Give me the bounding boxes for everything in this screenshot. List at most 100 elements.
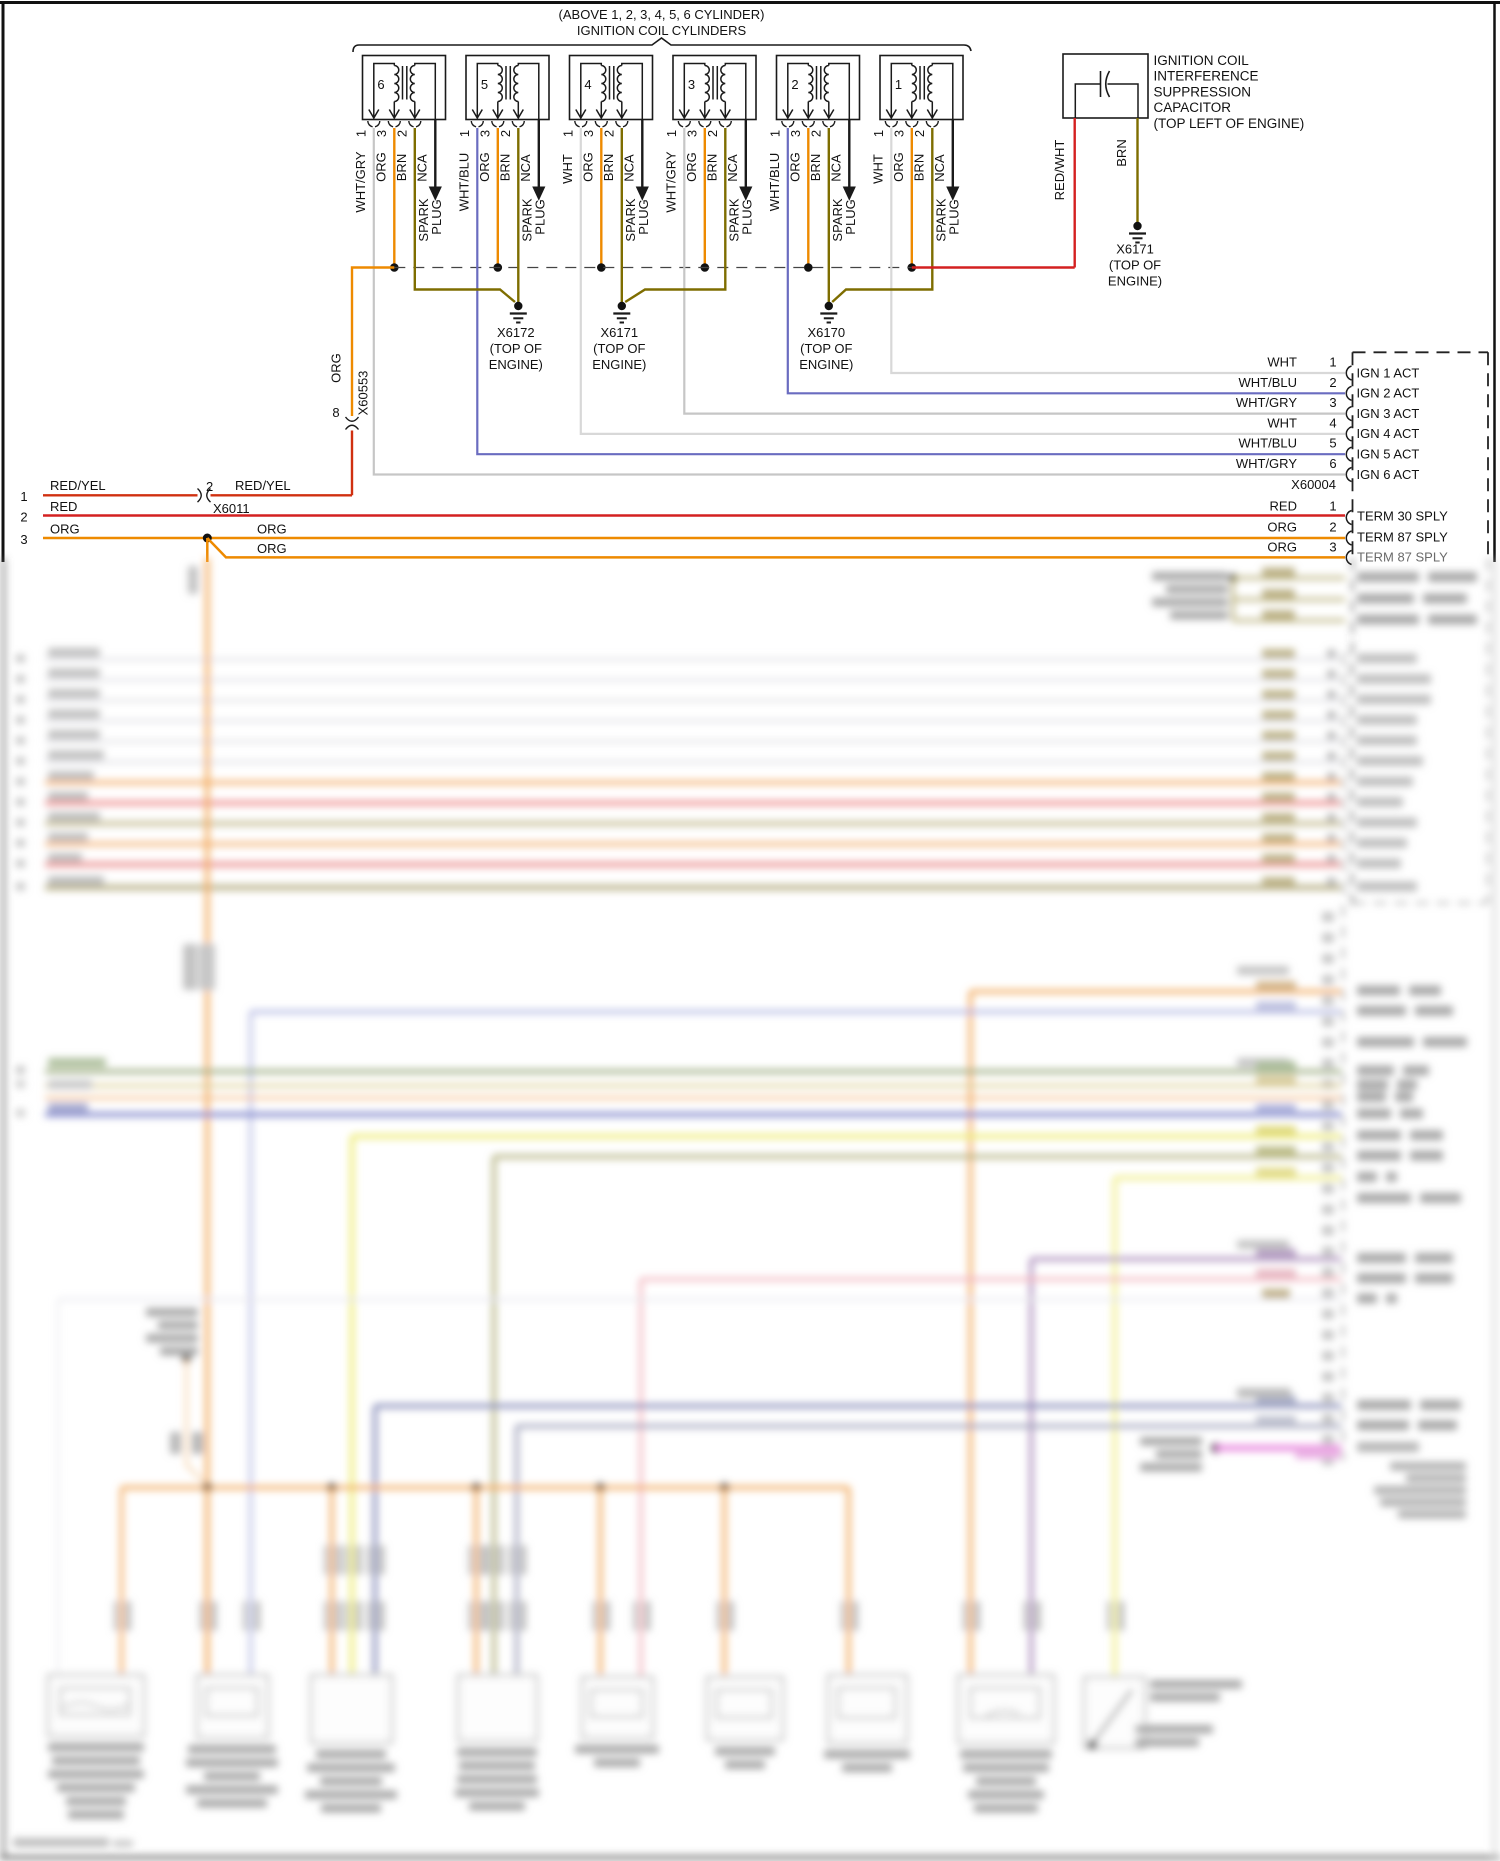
svg-text:3: 3 — [684, 130, 699, 137]
svg-text:3: 3 — [374, 130, 389, 137]
svg-text:RED: RED — [50, 499, 77, 514]
svg-text:PLUG: PLUG — [533, 199, 548, 234]
svg-text:2: 2 — [808, 130, 823, 137]
svg-text:ENGINE): ENGINE) — [489, 357, 543, 372]
svg-text:(TOP OF: (TOP OF — [490, 341, 542, 356]
svg-text:SPARK: SPARK — [830, 198, 845, 241]
svg-text:WHT: WHT — [870, 154, 885, 184]
svg-text:SPARK: SPARK — [726, 198, 741, 241]
svg-text:IGN 6 ACT: IGN 6 ACT — [1357, 467, 1420, 482]
svg-text:3: 3 — [20, 532, 27, 547]
svg-text:BRN: BRN — [1114, 139, 1129, 166]
svg-text:1: 1 — [1329, 499, 1336, 514]
svg-text:3: 3 — [581, 130, 596, 137]
svg-text:3: 3 — [1329, 395, 1336, 410]
svg-text:CAPACITOR: CAPACITOR — [1154, 100, 1232, 115]
svg-text:WHT/GRY: WHT/GRY — [1236, 395, 1297, 410]
svg-text:ORG: ORG — [477, 152, 492, 182]
svg-text:2: 2 — [394, 130, 409, 137]
svg-text:ENGINE): ENGINE) — [799, 357, 853, 372]
svg-text:PLUG: PLUG — [740, 199, 755, 234]
svg-text:PLUG: PLUG — [947, 199, 962, 234]
svg-text:NCA: NCA — [828, 154, 843, 182]
svg-text:1: 1 — [20, 489, 27, 504]
svg-text:SPARK: SPARK — [519, 198, 534, 241]
svg-text:BRN: BRN — [497, 154, 512, 181]
svg-text:X60004: X60004 — [1291, 477, 1336, 492]
svg-text:ORG: ORG — [329, 353, 344, 383]
svg-text:5: 5 — [481, 77, 488, 92]
svg-text:X6171: X6171 — [601, 325, 639, 340]
svg-text:PLUG: PLUG — [429, 199, 444, 234]
svg-text:2: 2 — [791, 77, 798, 92]
svg-text:IGNITION COIL CYLINDERS: IGNITION COIL CYLINDERS — [577, 23, 747, 38]
svg-text:2: 2 — [498, 130, 513, 137]
svg-text:ORG: ORG — [373, 152, 388, 182]
svg-text:3: 3 — [891, 130, 906, 137]
svg-text:5: 5 — [1329, 436, 1336, 451]
svg-text:1: 1 — [664, 130, 679, 137]
svg-text:ORG: ORG — [1267, 520, 1297, 535]
svg-text:3: 3 — [788, 130, 803, 137]
svg-text:1: 1 — [895, 77, 902, 92]
svg-text:X60553: X60553 — [356, 371, 371, 416]
svg-text:IGN 4 ACT: IGN 4 ACT — [1357, 426, 1420, 441]
svg-text:(TOP OF: (TOP OF — [1109, 258, 1161, 273]
svg-text:WHT/GRY: WHT/GRY — [663, 151, 678, 212]
svg-text:TERM 87 SPLY: TERM 87 SPLY — [1357, 550, 1448, 565]
svg-text:RED: RED — [1270, 499, 1297, 514]
svg-text:2: 2 — [1329, 520, 1336, 535]
svg-text:ORG: ORG — [580, 152, 595, 182]
svg-text:2: 2 — [601, 130, 616, 137]
svg-text:NCA: NCA — [725, 154, 740, 182]
svg-text:ORG: ORG — [257, 522, 287, 537]
svg-text:1: 1 — [353, 130, 368, 137]
svg-text:X6172: X6172 — [497, 325, 535, 340]
svg-text:X6171: X6171 — [1116, 242, 1154, 257]
svg-text:ENGINE): ENGINE) — [1108, 274, 1162, 289]
svg-text:NCA: NCA — [414, 154, 429, 182]
svg-text:3: 3 — [1329, 540, 1336, 555]
svg-text:PLUG: PLUG — [636, 199, 651, 234]
svg-text:2: 2 — [912, 130, 927, 137]
svg-text:NCA: NCA — [518, 154, 533, 182]
svg-text:SPARK: SPARK — [623, 198, 638, 241]
svg-text:WHT/BLU: WHT/BLU — [1239, 436, 1298, 451]
svg-text:ORG: ORG — [257, 541, 287, 556]
svg-text:RED/YEL: RED/YEL — [50, 478, 106, 493]
svg-text:WHT/GRY: WHT/GRY — [1236, 456, 1297, 471]
svg-text:RED/YEL: RED/YEL — [235, 478, 291, 493]
svg-text:BRN: BRN — [601, 154, 616, 181]
svg-text:PLUG: PLUG — [843, 199, 858, 234]
svg-text:WHT/BLU: WHT/BLU — [456, 153, 471, 212]
svg-text:BRN: BRN — [808, 154, 823, 181]
svg-text:2: 2 — [206, 479, 213, 494]
svg-text:ORG: ORG — [891, 152, 906, 182]
svg-text:SUPPRESSION: SUPPRESSION — [1154, 84, 1252, 99]
svg-text:ORG: ORG — [1267, 540, 1297, 555]
svg-text:(ABOVE 1, 2, 3, 4, 5, 6 CYLIND: (ABOVE 1, 2, 3, 4, 5, 6 CYLINDER) — [559, 7, 765, 22]
svg-text:2: 2 — [1329, 375, 1336, 390]
svg-text:BRN: BRN — [394, 154, 409, 181]
svg-text:4: 4 — [584, 77, 591, 92]
svg-text:ORG: ORG — [50, 522, 80, 537]
svg-text:WHT/BLU: WHT/BLU — [1239, 375, 1298, 390]
svg-text:TERM 30 SPLY: TERM 30 SPLY — [1357, 509, 1448, 524]
svg-text:3: 3 — [688, 77, 695, 92]
svg-text:IGN 3 ACT: IGN 3 ACT — [1357, 406, 1420, 421]
svg-text:ORG: ORG — [684, 152, 699, 182]
svg-text:X6011: X6011 — [213, 501, 250, 516]
svg-text:2: 2 — [20, 510, 27, 525]
svg-text:IGNITION COIL: IGNITION COIL — [1154, 53, 1250, 68]
svg-text:INTERFERENCE: INTERFERENCE — [1154, 69, 1259, 84]
svg-text:8: 8 — [332, 405, 339, 420]
svg-text:WHT/GRY: WHT/GRY — [353, 151, 368, 212]
svg-text:6: 6 — [1329, 456, 1336, 471]
svg-text:IGN 5 ACT: IGN 5 ACT — [1357, 447, 1420, 462]
svg-text:TERM 87 SPLY: TERM 87 SPLY — [1357, 530, 1448, 545]
svg-text:SPARK: SPARK — [416, 198, 431, 241]
svg-text:RED/WHT: RED/WHT — [1052, 140, 1067, 201]
svg-text:(TOP OF: (TOP OF — [593, 341, 645, 356]
svg-text:IGN 1 ACT: IGN 1 ACT — [1357, 365, 1420, 380]
svg-text:1: 1 — [871, 130, 886, 137]
